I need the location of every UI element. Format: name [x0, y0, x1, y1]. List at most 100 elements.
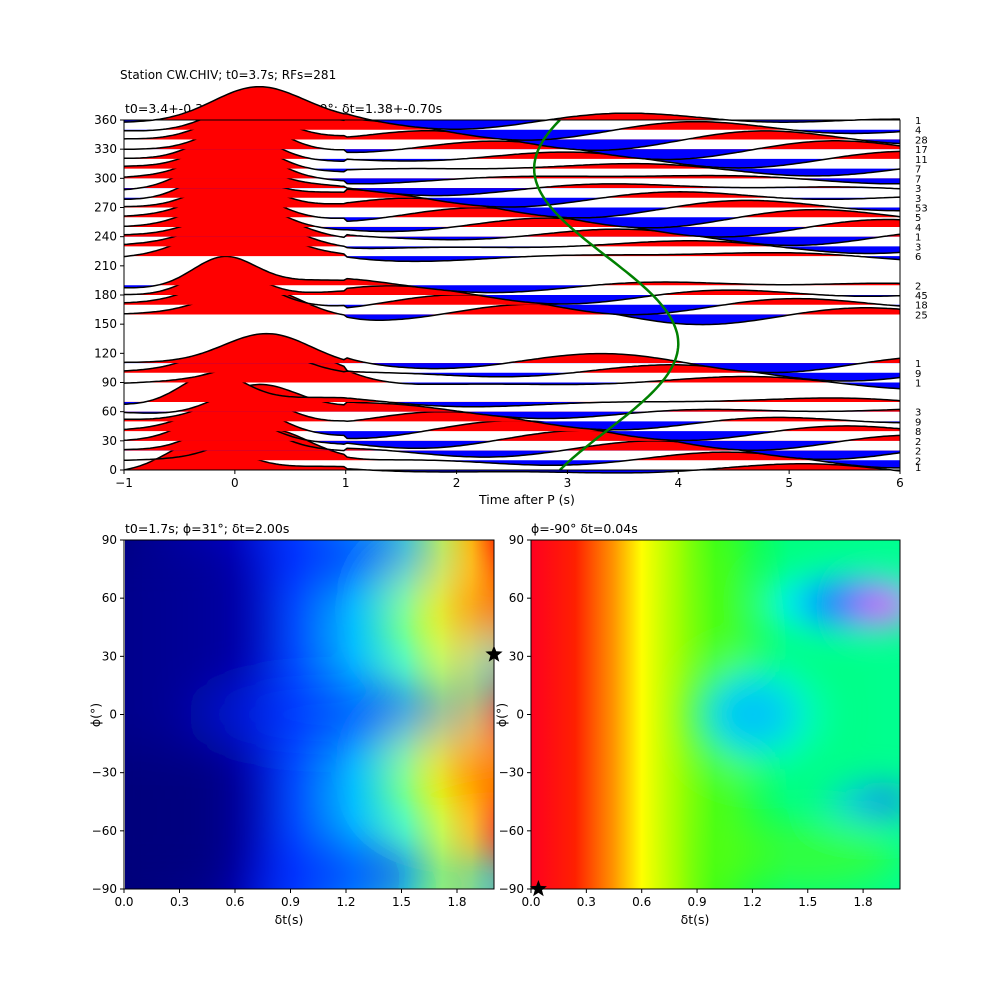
rf-count-label: 2: [915, 447, 921, 458]
ytick-label: 0: [109, 708, 117, 722]
rf-count-label: 9: [915, 369, 921, 380]
xtick-label: 0.9: [281, 895, 300, 909]
energy-map-ylabel: ϕ(°): [88, 703, 103, 727]
energy-map-plot: [125, 540, 494, 889]
rf-positive-fill: [124, 155, 900, 189]
rf-positive-fill: [124, 131, 900, 159]
ytick-label: −30: [92, 766, 117, 780]
ytick-label: −90: [92, 882, 117, 896]
transverse-map-plot: [531, 540, 900, 889]
rf-fit-line: [532, 119, 680, 471]
xtick-label: 0.3: [170, 895, 189, 909]
rf-ytick-label: 330: [94, 142, 117, 156]
rf-xtick-label: 2: [453, 476, 461, 490]
rf-count-label: 2: [915, 437, 921, 448]
rf-negative-fill: [124, 188, 900, 196]
rf-xtick-label: −1: [115, 476, 133, 490]
rf-positive-fill: [124, 384, 900, 412]
rf-negative-fill: [124, 411, 900, 419]
ytick-label: −90: [499, 882, 524, 896]
rf-count-label: 25: [915, 310, 928, 321]
best-star: [529, 880, 547, 897]
ytick-label: 90: [102, 533, 117, 547]
rf-negative-fill: [124, 285, 900, 293]
rf-trace-line: [123, 332, 901, 374]
rf-positive-fill: [124, 198, 900, 227]
best-star: [485, 645, 503, 662]
rf-positive-fill: [124, 409, 900, 441]
rf-positive-fill: [124, 420, 900, 451]
rf-positive-fill: [124, 333, 900, 364]
rf-negative-fill: [124, 158, 900, 168]
rf-negative-fill: [124, 197, 900, 207]
rf-negative-fill: [124, 129, 900, 141]
rf-count-label: 28: [915, 135, 928, 146]
ytick-label: −30: [499, 766, 524, 780]
rf-positive-fill: [124, 428, 900, 461]
energy-map-xlabel: δt(s): [275, 912, 304, 927]
rf-negative-fill: [124, 450, 900, 460]
rf-positive-fill: [124, 146, 900, 179]
energy-map-title: t0=1.7s; ϕ=31°; δt=2.00s: [125, 521, 289, 536]
xtick-label: 0.6: [225, 895, 244, 909]
rf-negative-fill: [124, 178, 900, 184]
ytick-label: 60: [102, 591, 117, 605]
xtick-label: 1.8: [447, 895, 466, 909]
rf-ytick-label: 90: [102, 376, 117, 390]
rf-trace-line: [123, 372, 901, 408]
xtick-label: 1.2: [743, 895, 762, 909]
rf-xtick-label: 0: [231, 476, 239, 490]
rf-count-label: 1: [915, 233, 921, 244]
rf-negative-fill: [124, 401, 900, 407]
rf-count-label: 5: [915, 213, 921, 224]
energy-map-panel: t0=1.7s; ϕ=31°; δt=2.00s: [88, 521, 503, 927]
rf-trace-line: [123, 85, 900, 130]
rf-ytick-label: 60: [102, 405, 117, 419]
xtick-label: 0.6: [632, 895, 651, 909]
rf-ytick-label: 240: [94, 230, 117, 244]
xtick-label: 1.5: [392, 895, 411, 909]
rf-ytick-label: 30: [102, 434, 117, 448]
rf-positive-fill: [124, 86, 900, 120]
rf-xtick-label: 1: [342, 476, 350, 490]
rf-count-label: 3: [915, 242, 921, 253]
rf-count-label: 9: [915, 417, 921, 428]
transverse-map-best-marker: [529, 880, 547, 897]
energy-map-best-marker: [485, 645, 503, 662]
transverse-map-ylabel: ϕ(°): [494, 703, 509, 727]
rf-gather-panel: t0=3.4+-0.3s; ϕ=-49.72+-14.89°; δt=1.38+…: [94, 85, 928, 507]
ytick-label: 30: [102, 649, 117, 663]
rf-ytick-label: 300: [94, 171, 117, 185]
rf-ytick-label: 270: [94, 201, 117, 215]
rf-traces: [123, 85, 901, 474]
rf-ytick-label: 150: [94, 317, 117, 331]
rf-ytick-label: 120: [94, 346, 117, 360]
rf-positive-fill: [124, 402, 900, 432]
rf-count-label: 1: [915, 116, 921, 127]
rf-count-label: 45: [915, 291, 928, 302]
rf-ytick-label: 210: [94, 259, 117, 273]
rf-count-label: 6: [915, 252, 921, 263]
transverse-map-panel: ϕ=-90° δt=0.04s: [494, 521, 901, 927]
figure-suptitle: Station CW.CHIV; t0=3.7s; RFs=281: [120, 68, 336, 82]
rf-negative-fill: [124, 363, 900, 373]
rf-gather-xlabel: Time after P (s): [478, 492, 575, 507]
rf-count-label: 1: [915, 379, 921, 390]
rf-trace-line: [124, 255, 901, 294]
rf-count-label: 7: [915, 165, 921, 176]
ytick-label: −60: [92, 824, 117, 838]
rf-ytick-label: 360: [94, 113, 117, 127]
xtick-label: 1.8: [854, 895, 873, 909]
rf-negative-fill: [124, 314, 900, 325]
rf-count-label: 18: [915, 301, 928, 312]
rf-count-label: 1: [915, 463, 921, 474]
rf-gather-axes: −1 0 1 2 3 4 5 60306090120150180210240270300330…: [94, 113, 904, 490]
rf-xtick-label: 5: [785, 476, 793, 490]
ytick-label: 90: [509, 533, 524, 547]
rf-xtick-label: 4: [674, 476, 682, 490]
rf-count-label: 8: [915, 427, 921, 438]
transverse-map-axes: 0.0 0.3 0.6 0.9 1.2 1.5 1.8 −90 −60 −30 0 30 60 90: [499, 533, 873, 909]
ytick-label: 30: [509, 649, 524, 663]
xtick-label: 1.5: [798, 895, 817, 909]
